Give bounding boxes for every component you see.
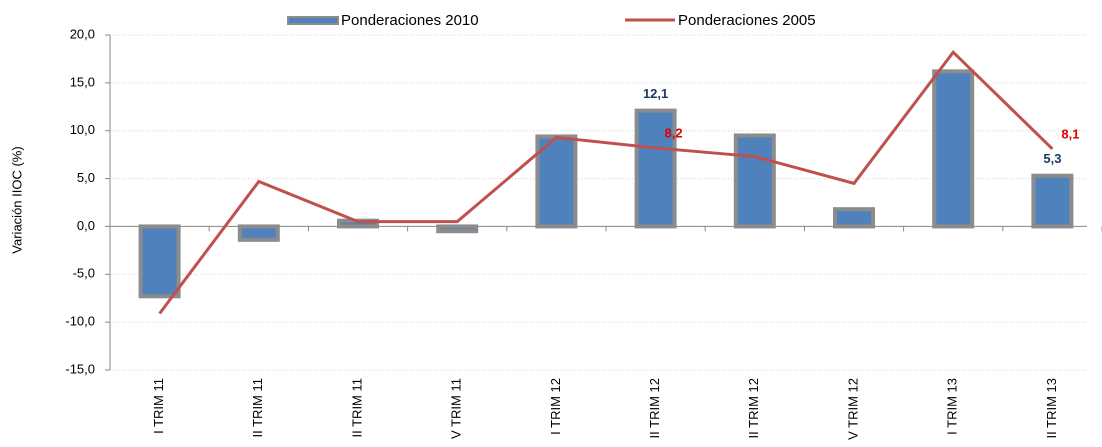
- x-tick-label: V TRIM 12: [845, 378, 860, 440]
- legend-swatch: [287, 16, 339, 25]
- x-tick-label: I TRIM 13: [945, 378, 960, 435]
- legend-label: Ponderaciones 2005: [678, 12, 816, 29]
- bar: [932, 69, 975, 229]
- y-tick-label: 0,0: [77, 218, 95, 233]
- legend-label: Ponderaciones 2010: [341, 12, 479, 29]
- bar: [138, 224, 181, 299]
- x-tick-label: V TRIM 11: [449, 378, 464, 439]
- bar: [733, 133, 776, 229]
- y-tick-label: 10,0: [70, 122, 95, 137]
- line: [158, 49, 1054, 315]
- y-tick-label: -15,0: [65, 361, 95, 376]
- data-label: 5,3: [1043, 151, 1061, 166]
- data-label: 12,1: [643, 86, 668, 101]
- x-tick-label: II TRIM 13: [1044, 378, 1059, 438]
- x-tick-label: II TRIM 11: [250, 378, 265, 437]
- bar: [237, 224, 280, 242]
- x-tick-label: I TRIM 12: [548, 378, 563, 435]
- bar: [436, 224, 479, 234]
- bar: [1031, 173, 1074, 229]
- bar: [634, 108, 677, 229]
- y-tick-label: 15,0: [70, 74, 95, 89]
- y-tick-label: 20,0: [70, 26, 95, 41]
- x-tick-label: II TRIM 11: [349, 378, 364, 437]
- y-tick-label: 5,0: [77, 170, 95, 185]
- bar: [833, 207, 875, 229]
- data-label: 8,1: [1061, 126, 1079, 141]
- x-tick-label: I TRIM 11: [151, 378, 166, 434]
- y-tick-label: -10,0: [65, 314, 95, 329]
- data-label: 8,2: [665, 125, 683, 140]
- y-tick-label: -5,0: [73, 266, 95, 281]
- x-tick-label: II TRIM 12: [647, 378, 662, 438]
- y-axis-label: Variación IIOC (%): [9, 146, 24, 253]
- x-tick-label: II TRIM 12: [746, 378, 761, 438]
- bar: [535, 134, 578, 229]
